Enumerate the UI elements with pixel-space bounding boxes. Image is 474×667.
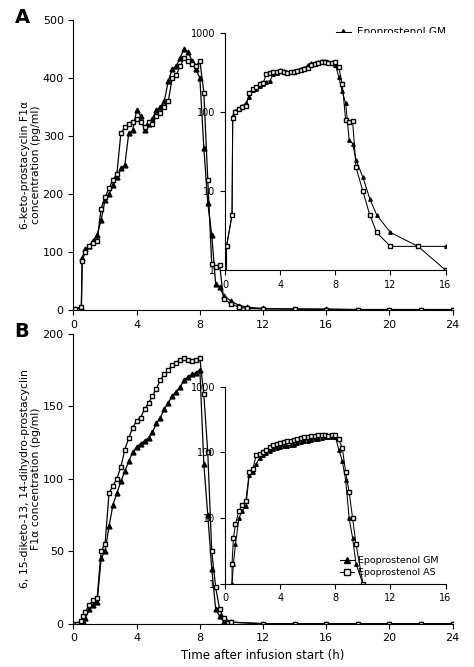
Y-axis label: 6, 15-diketo-13, 14-dihydro-prostacyclin
F1α concentration (pg/ml): 6, 15-diketo-13, 14-dihydro-prostacyclin…: [19, 369, 41, 588]
Legend: Epoprostenol GM, Epoprostenol AS: Epoprostenol GM, Epoprostenol AS: [334, 25, 447, 53]
Text: A: A: [15, 9, 30, 27]
X-axis label: Time after infusion start (h): Time after infusion start (h): [182, 336, 345, 348]
X-axis label: Time after infusion start (h): Time after infusion start (h): [182, 649, 345, 662]
Legend: Epoprostenol GM, Epoprostenol AS: Epoprostenol GM, Epoprostenol AS: [337, 554, 441, 579]
Text: B: B: [15, 322, 29, 341]
Y-axis label: 6-keto-prostacyclin F1α
concentration (pg/ml): 6-keto-prostacyclin F1α concentration (p…: [19, 101, 41, 229]
